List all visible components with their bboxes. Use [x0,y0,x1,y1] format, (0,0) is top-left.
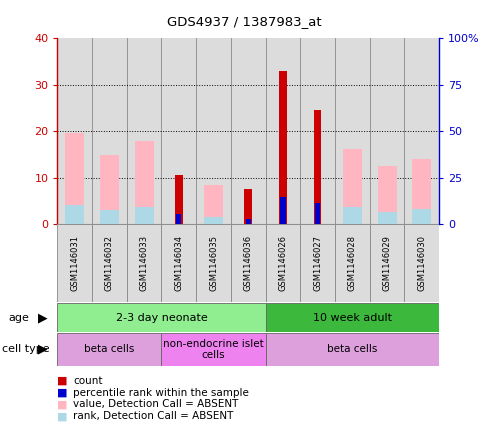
Bar [265,224,300,302]
Bar [343,207,362,224]
Bar [280,197,285,224]
Text: ■: ■ [57,399,68,409]
Bar [300,224,335,302]
Text: non-endocrine islet
cells: non-endocrine islet cells [163,338,264,360]
Bar [57,224,92,302]
Bar [135,207,154,224]
Text: GSM1146030: GSM1146030 [417,235,426,291]
Bar [204,185,223,224]
Bar [315,203,320,224]
Text: cell type: cell type [2,344,50,354]
Text: 10 week adult: 10 week adult [313,313,392,323]
Bar [65,205,84,224]
Text: GDS4937 / 1387983_at: GDS4937 / 1387983_at [167,15,322,28]
Bar [246,219,251,224]
Text: GSM1146036: GSM1146036 [244,235,253,291]
Bar [162,224,196,302]
Text: GSM1146035: GSM1146035 [209,235,218,291]
Text: rank, Detection Call = ABSENT: rank, Detection Call = ABSENT [73,411,234,421]
Bar [57,303,265,332]
Bar [162,333,265,366]
Text: GSM1146028: GSM1146028 [348,235,357,291]
Bar [412,159,431,224]
Bar [265,333,439,366]
Bar [65,134,84,224]
Text: ▶: ▶ [37,311,47,324]
Bar [279,71,287,224]
Text: percentile rank within the sample: percentile rank within the sample [73,387,249,398]
Text: ■: ■ [57,387,68,398]
Text: age: age [8,313,29,323]
Bar [335,224,370,302]
Bar [378,166,397,224]
Bar [176,214,182,224]
Text: GSM1146032: GSM1146032 [105,235,114,291]
Bar [265,303,439,332]
Bar [57,333,162,366]
Text: 2-3 day neonate: 2-3 day neonate [116,313,208,323]
Text: GSM1146033: GSM1146033 [140,235,149,291]
Bar [370,224,404,302]
Bar [127,224,162,302]
Bar [378,212,397,224]
Text: ■: ■ [57,411,68,421]
Bar [135,141,154,224]
Text: value, Detection Call = ABSENT: value, Detection Call = ABSENT [73,399,239,409]
Bar [100,210,119,224]
Bar [404,224,439,302]
Text: beta cells: beta cells [327,344,378,354]
Text: GSM1146029: GSM1146029 [383,235,392,291]
Text: GSM1146027: GSM1146027 [313,235,322,291]
Bar [175,176,183,224]
Bar [100,155,119,224]
Text: beta cells: beta cells [84,344,135,354]
Bar [314,110,321,224]
Text: GSM1146034: GSM1146034 [174,235,183,291]
Text: GSM1146031: GSM1146031 [70,235,79,291]
Bar [196,224,231,302]
Bar [204,217,223,224]
Bar [92,224,127,302]
Text: ▶: ▶ [37,343,47,356]
Text: ■: ■ [57,376,68,386]
Bar [343,149,362,224]
Text: count: count [73,376,103,386]
Bar [231,224,265,302]
Text: GSM1146026: GSM1146026 [278,235,287,291]
Bar [245,190,252,224]
Bar [412,209,431,224]
